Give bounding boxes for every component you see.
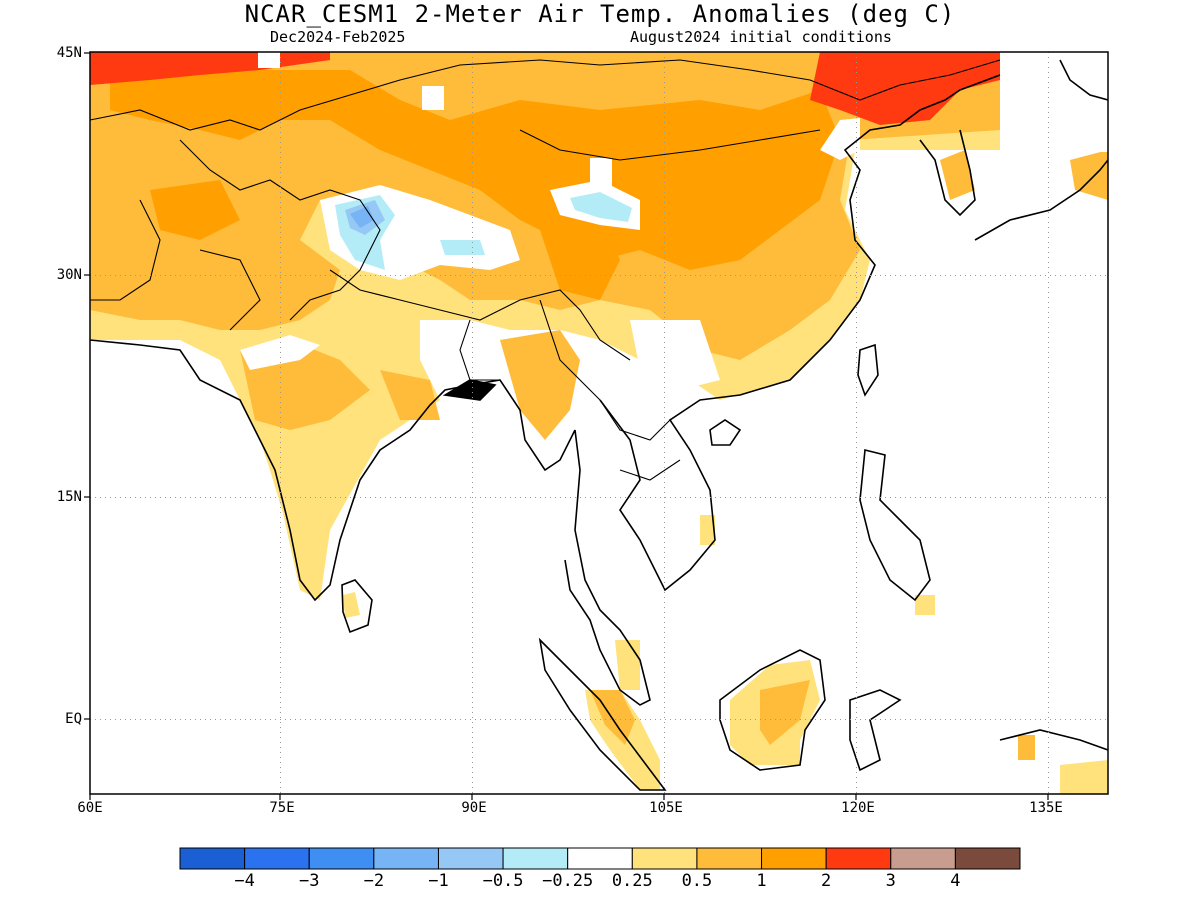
coastline-borneo	[719, 649, 826, 771]
colorbar-tick-label: −2	[363, 871, 385, 891]
border-thailand-cambodia	[619, 459, 681, 481]
colorbar-tick-label: 0.5	[681, 871, 713, 891]
lon-tick-120e: 120E	[841, 800, 875, 816]
anomaly-region-south-china-neutral	[630, 320, 720, 390]
colorbar-swatch	[308, 847, 375, 870]
anomaly-region-philippines	[915, 595, 935, 615]
colorbar-swatch	[502, 847, 569, 870]
masked-cell	[422, 86, 444, 110]
anomaly-region-cool-tibet	[440, 240, 485, 255]
colorbar-swatch	[890, 847, 956, 870]
gridlines	[90, 52, 1108, 794]
anomaly-region-myanmar	[500, 330, 580, 440]
colorbar-tick-label: −0.5	[482, 871, 524, 891]
anomaly-region-tibet-east	[540, 220, 620, 300]
anomaly-region-sri-lanka	[343, 592, 360, 618]
anomaly-region-qinghai-cool	[570, 192, 632, 222]
coastline-philippines	[859, 448, 931, 602]
anomaly-region-japan	[1070, 150, 1108, 200]
border-pakistan-west	[199, 249, 261, 331]
colorbar-tick-label: 0.25	[611, 871, 653, 891]
coastline-south-asia	[90, 339, 576, 602]
colorbar-swatch	[761, 847, 827, 870]
coastlines	[90, 59, 1108, 791]
lon-tick-75e: 75E	[269, 800, 295, 816]
colorbar-swatch	[437, 847, 504, 870]
lat-tick-45n: 45N	[56, 45, 82, 61]
coastline-sulawesi	[849, 689, 902, 772]
chart-title: NCAR_CESM1 2-Meter Air Temp. Anomalies (…	[244, 0, 956, 28]
colorbar-swatch	[631, 847, 698, 870]
coastline-sri-lanka	[341, 579, 373, 634]
axis-ticks	[84, 52, 1049, 800]
anomaly-region-south-india	[260, 430, 380, 590]
masked-cell	[1000, 52, 1108, 152]
anomaly-region-2-3-northeast	[810, 52, 1000, 125]
colorbar-tick-label: −0.25	[542, 871, 594, 891]
coastline-hokkaido	[1059, 59, 1108, 101]
lon-tick-135e: 135E	[1029, 800, 1063, 816]
lat-tick-15n: 15N	[56, 489, 82, 505]
border-himalaya	[329, 269, 631, 361]
border-afghanistan-pakistan	[179, 139, 381, 321]
colorbar-swatch	[373, 847, 439, 870]
border-mongolia-russia	[90, 59, 1001, 131]
anomaly-region-1-2	[110, 70, 840, 270]
lat-tick-30n: 30N	[56, 267, 82, 283]
anomaly-region-korea	[940, 150, 975, 200]
anomaly-region-central-asia	[150, 180, 240, 240]
anomaly-region-indonesia-east	[1018, 735, 1035, 760]
colorbar-tick-label: −1	[428, 871, 449, 891]
colorbar-swatch	[567, 847, 633, 870]
anomaly-region-new-guinea	[1060, 760, 1108, 794]
coastline-malay-peninsula	[564, 429, 651, 706]
colorbar-tick-label: 1	[756, 871, 767, 891]
border-iran	[90, 199, 161, 301]
season-label: Dec2024-Feb2025	[270, 28, 406, 46]
lon-tick-105e: 105E	[649, 800, 683, 816]
colorbar-tick-label: 3	[885, 871, 896, 891]
colorbar-tick-label: 4	[950, 871, 961, 891]
colorbar-swatch	[179, 847, 246, 870]
map-frame	[89, 51, 1109, 795]
coastline-taiwan	[857, 343, 879, 397]
lon-tick-90e: 90E	[461, 800, 487, 816]
colorbar-swatch	[825, 847, 892, 870]
masked-cell	[590, 158, 612, 186]
border-myanmar-china	[539, 299, 601, 401]
coastline-japan	[974, 159, 1108, 241]
coastline-hainan	[709, 419, 742, 446]
anomaly-fill	[90, 52, 1108, 794]
border-china-mongolia	[519, 129, 821, 161]
anomaly-region-india-east	[380, 370, 440, 420]
colorbar-swatch	[696, 847, 763, 870]
colorbar-tick-label: −4	[234, 871, 255, 891]
coastline-ganges-delta	[442, 379, 497, 401]
lat-tick-eq: EQ	[65, 711, 82, 727]
anomaly-region-vietnam	[700, 515, 715, 545]
coastline-korea	[919, 129, 976, 217]
colorbar	[179, 847, 1021, 870]
lon-tick-60e: 60E	[77, 800, 103, 816]
country-borders	[90, 59, 1001, 481]
border-laos	[599, 399, 671, 441]
colorbar-tick-label: 2	[821, 871, 832, 891]
coastline-sumatra	[538, 637, 667, 791]
coastline-new-guinea	[999, 729, 1108, 751]
border-bangladesh	[459, 319, 500, 381]
anomaly-region-beijing-neutral	[820, 118, 860, 160]
masked-cell	[258, 52, 280, 68]
initial-conditions-label: August2024 initial conditions	[630, 28, 892, 46]
coastline-east-asia	[599, 74, 1001, 592]
anomaly-region-borneo-warm	[760, 680, 810, 745]
anomaly-region-malay	[615, 640, 640, 690]
colorbar-swatch	[244, 847, 310, 870]
colorbar-swatch	[954, 847, 1021, 870]
colorbar-tick-label: −3	[298, 871, 320, 891]
